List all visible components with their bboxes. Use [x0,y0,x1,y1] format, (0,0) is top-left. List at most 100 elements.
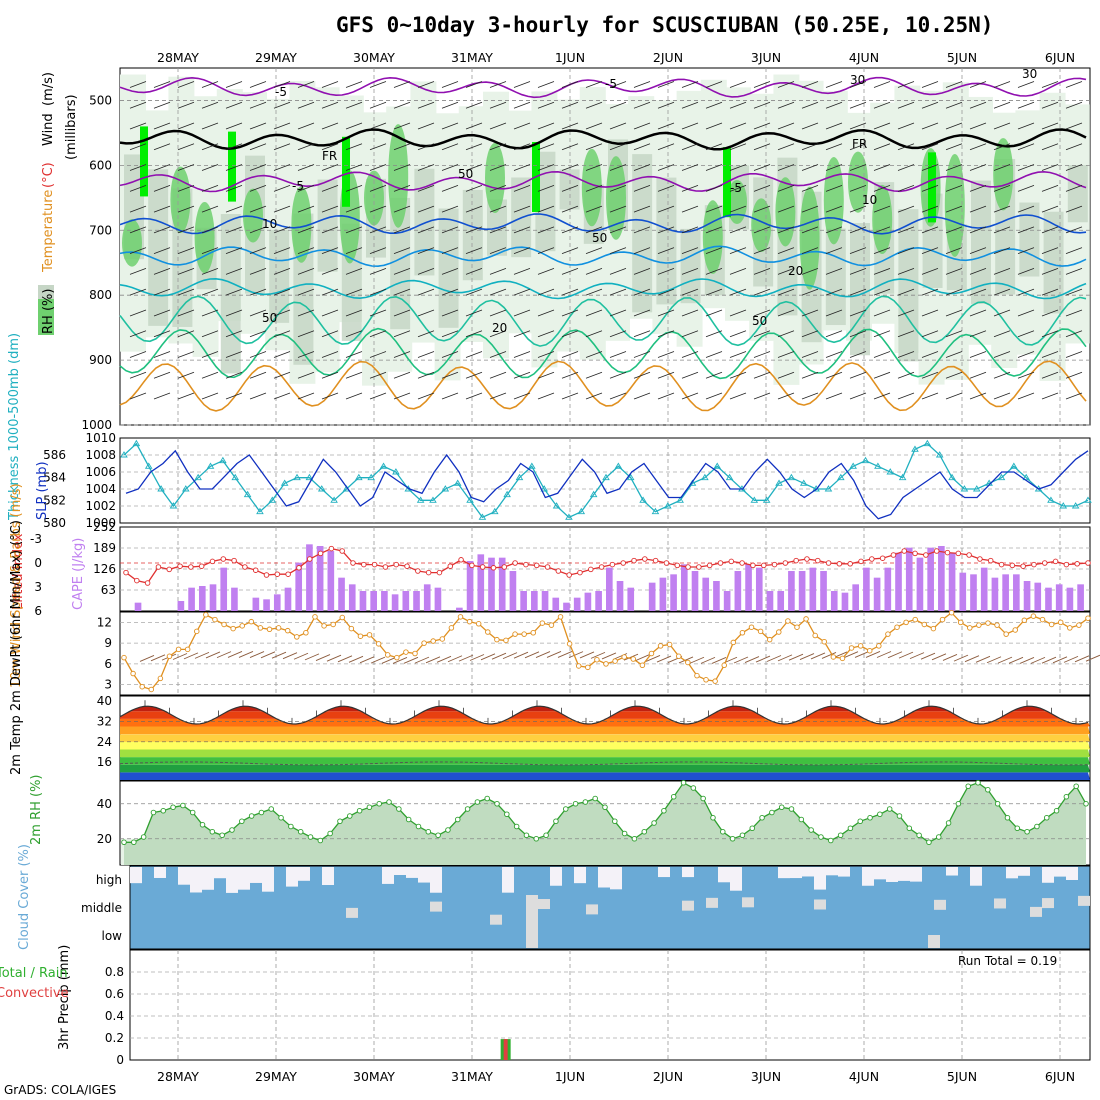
wind10m-line-point [1030,613,1037,619]
lifted-index-line-point [166,566,172,573]
wind10m-line-point [694,672,700,679]
contour-label: -5 [292,179,304,193]
wind-barb [417,205,435,213]
wind-barb [393,351,411,358]
thickness-line-point [219,456,227,464]
wind-barb [945,392,963,400]
wind-barb [465,184,483,192]
lifted-index-line-point [307,556,313,562]
wind-barb [825,164,843,171]
wind-barb [369,330,387,338]
wind-barb [609,309,627,317]
wind-barb [777,164,795,171]
isotherm-line [119,170,1087,193]
wind10m-line-point [866,647,873,654]
bottom-date-axis: 28MAY 29MAY 30MAY 31MAY 1JUN 2JUN 3JUN 4JUN 5JUN… [157,1069,1075,1084]
wind-barb [777,351,795,358]
rh-cell-green [243,188,263,243]
wind-barb [801,309,819,317]
cape-bar [188,587,195,611]
wind10m-barb [524,651,540,659]
wind-barb [225,226,243,234]
thickness-line-point [367,473,375,481]
wind-barb [153,81,171,88]
wind-barb [273,184,291,192]
cape-bar [884,567,892,611]
wind-barb [633,268,651,275]
cape-bar [552,597,560,611]
cape-bar [1023,581,1031,611]
ylabel-wind-unit: (m/s) [41,72,56,106]
pressure-tick: 500 [89,93,112,107]
wind-barb [345,330,363,338]
wind-barb [945,351,963,358]
cloud-gap-mid [538,899,550,910]
rh-cell-mid [1043,211,1064,314]
wind-barb [153,164,171,171]
cloud-gap-high [862,867,874,886]
wind-barb [609,205,627,213]
wind-barb [801,143,819,151]
wind10m-line-point [366,632,373,638]
contour-label: -5 [605,77,617,91]
wind-barb [705,122,723,130]
wind10m-line-point [412,650,418,657]
thickness-line-point [676,496,684,503]
wind-barb [225,330,243,338]
wind-barb [513,309,531,317]
wind-barb [921,371,939,379]
wind-barb [537,392,555,400]
lifted-index-line-point [479,564,486,570]
thickness-slp-axis: 580 582 584 586 1000 1002 1004 1006 1008 1010 [43,431,116,530]
wind-barb [297,226,315,234]
slp-tick: 1004 [85,482,116,496]
wind-barb [513,268,531,275]
wind-barb [825,247,843,255]
wind-barb [1041,247,1059,255]
wind-barb [825,143,843,151]
wind10m-barb [238,651,254,658]
wind10m-barb [458,654,474,662]
lifted-index-line-point [588,566,594,573]
wind10m-line-point [1076,622,1082,628]
rh-cell-bright [342,136,350,207]
rh-cell-mid [438,208,459,328]
lifted-index-line-point [685,564,691,570]
cape-bar [905,547,913,611]
rh-cell-light [676,90,703,347]
wind-barb [537,101,555,109]
thickness-frame [119,437,1091,524]
wind10m-barb [480,653,496,661]
wind-barb [225,164,243,171]
wind-barb [249,309,267,317]
bottom-date-label: 4JUN [849,1069,879,1084]
wind-barb [537,371,555,379]
wind-barb [681,184,699,192]
cape-bar [1002,574,1009,611]
wind10m-barb [1074,655,1090,663]
cape-bar [263,599,270,611]
wind-barb [273,122,291,130]
wind-barb [1041,184,1059,192]
ylabel-rh2m: 2m RH (%) [29,774,44,845]
wind-barb [633,330,651,338]
lifted-index-line-point [533,562,540,569]
cloud-gap-mid [586,904,598,915]
wind-barb [369,392,387,400]
wind10m-barb [1008,656,1024,664]
wind-barb [561,81,579,88]
cloud-gap-high [154,867,166,878]
wind-barb [585,309,603,317]
rh2m-line-point [759,815,765,821]
wind10m-barb [436,655,452,663]
wind-barb [705,351,723,358]
wind-barb [801,351,819,358]
wind-barb [1041,205,1059,213]
cape-bar [777,591,785,611]
wind-barb [849,81,867,88]
rh2m-line-point [386,799,392,805]
wind-barb [969,81,987,88]
wind-barb [825,392,843,400]
pressure-tick: 1000 [81,418,112,432]
wind-barb [969,351,987,358]
